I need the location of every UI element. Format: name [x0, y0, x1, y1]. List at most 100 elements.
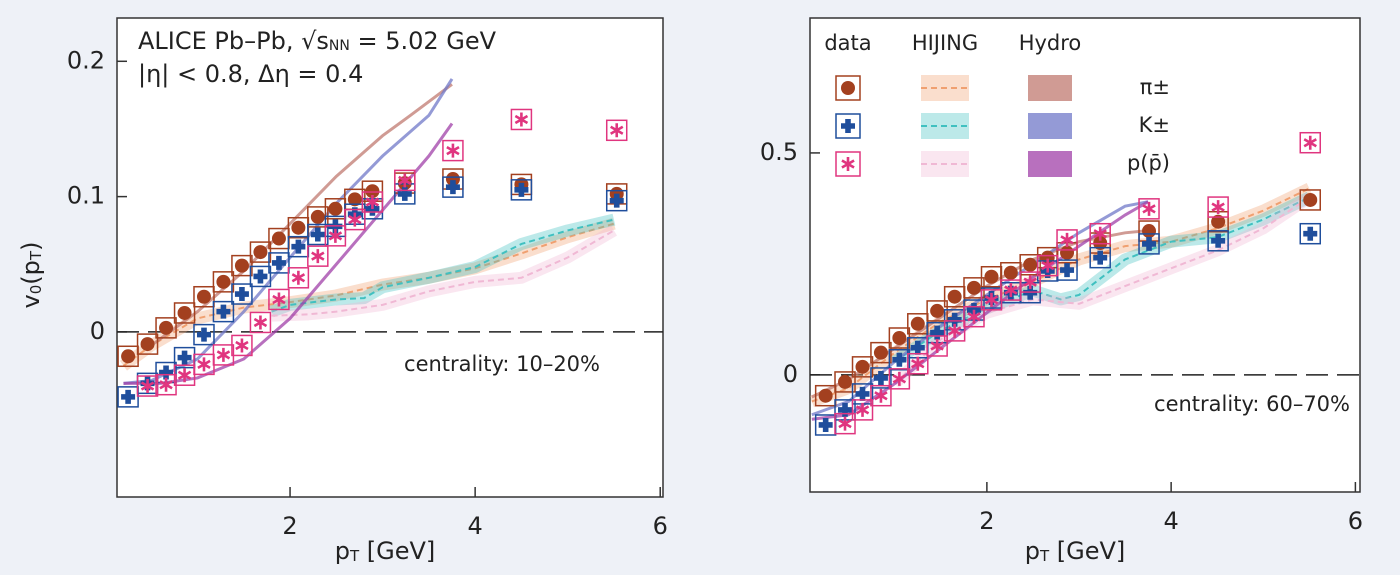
data-point — [347, 192, 362, 207]
data-point — [947, 289, 962, 304]
y-tick-label: 0.1 — [67, 182, 105, 210]
sys-box — [814, 384, 837, 407]
sys-box — [1019, 254, 1041, 276]
sys-box — [173, 302, 196, 324]
sys-box — [888, 368, 911, 390]
hijing-band — [271, 225, 617, 322]
x-tick-label: 4 — [1163, 507, 1178, 535]
data-point — [291, 239, 306, 254]
data-point — [445, 180, 460, 195]
legend-header: HIJING — [912, 31, 978, 55]
sys-box — [1036, 254, 1059, 277]
sys-box — [1089, 222, 1111, 245]
y-tick-label: 0 — [783, 360, 798, 388]
data-point — [291, 270, 306, 285]
sys-box — [231, 334, 253, 357]
sys-box — [117, 386, 139, 408]
sys-box — [1299, 222, 1322, 245]
legend-box — [835, 151, 861, 177]
data-point — [197, 357, 211, 372]
data-point — [873, 370, 888, 385]
data-point — [984, 269, 999, 284]
data-point — [1211, 214, 1226, 229]
data-point — [121, 349, 136, 364]
data-point — [365, 195, 380, 210]
sys-box — [926, 300, 948, 322]
data-point — [610, 123, 624, 138]
legend-swatch — [1028, 151, 1072, 177]
data-point — [216, 347, 231, 362]
y-tick-label: 0 — [90, 317, 105, 345]
data-point — [310, 227, 325, 242]
sys-box — [307, 223, 329, 246]
sys-box — [963, 305, 985, 328]
sys-box — [870, 384, 892, 407]
sys-box — [1089, 246, 1111, 269]
sys-box — [1299, 189, 1322, 211]
sys-box — [1299, 131, 1322, 154]
sys-box — [231, 254, 253, 277]
data-point — [514, 112, 529, 127]
sys-box — [1056, 229, 1078, 251]
legend-box — [835, 113, 861, 139]
data-point — [1004, 283, 1018, 298]
data-point — [966, 280, 981, 295]
annotation: |η| < 0.8, Δη = 0.4 — [138, 60, 363, 88]
sys-box — [249, 265, 272, 288]
data-point — [1211, 200, 1225, 215]
sys-box — [907, 352, 929, 375]
data-point — [1023, 257, 1038, 272]
annotation: centrality: 10–20% — [404, 352, 600, 376]
data-point — [892, 330, 907, 345]
hydro-line — [123, 122, 454, 385]
data-point — [310, 209, 325, 224]
data-point — [446, 143, 460, 158]
y-axis-label: v0(pT) — [17, 242, 45, 309]
sys-box — [307, 245, 329, 267]
data-point — [818, 417, 833, 432]
data-point — [1142, 224, 1157, 239]
sys-box — [193, 323, 215, 346]
data-point — [855, 359, 870, 374]
data-point — [253, 315, 268, 330]
data-point — [874, 388, 888, 403]
data-point — [930, 338, 944, 353]
data-point — [514, 182, 529, 197]
legend-marker — [841, 119, 855, 133]
sys-box — [510, 108, 533, 131]
legend-header: Hydro — [1019, 31, 1082, 55]
data-point — [365, 184, 380, 199]
sys-box — [1207, 196, 1229, 218]
sys-box — [268, 288, 290, 311]
data-point — [1003, 265, 1018, 280]
data-point — [910, 316, 925, 331]
legend-header: data — [824, 31, 871, 55]
data-point — [196, 289, 211, 304]
data-point — [838, 416, 852, 431]
annotation: ALICE Pb–Pb, √sNN = 5.02 GeV — [138, 27, 497, 55]
data-point — [328, 228, 343, 243]
sys-box — [870, 341, 892, 364]
data-point — [291, 220, 306, 235]
legend-label: π± — [1140, 75, 1170, 99]
data-point — [947, 312, 962, 327]
legend-marker — [841, 157, 855, 171]
hijing-line — [122, 222, 615, 367]
data-point — [271, 255, 286, 270]
sys-box — [394, 169, 416, 192]
data-point — [140, 337, 155, 352]
hijing-line — [271, 218, 615, 313]
sys-box — [510, 179, 533, 201]
data-point — [984, 292, 999, 307]
sys-box — [268, 252, 290, 274]
data-point — [234, 258, 249, 273]
sys-box — [1019, 271, 1041, 293]
data-point — [140, 379, 155, 394]
data-point — [348, 212, 362, 227]
sys-box — [605, 119, 628, 142]
data-point — [216, 304, 231, 319]
sys-box — [834, 371, 856, 393]
sys-box — [1138, 233, 1160, 255]
x-tick-label: 4 — [467, 512, 482, 540]
data-point — [177, 368, 192, 383]
